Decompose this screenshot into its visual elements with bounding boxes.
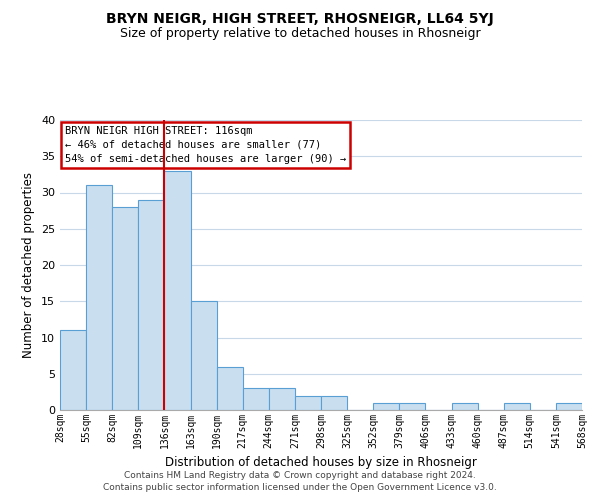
Y-axis label: Number of detached properties: Number of detached properties bbox=[22, 172, 35, 358]
Bar bbox=[243, 388, 269, 410]
Bar bbox=[556, 403, 582, 410]
Bar bbox=[452, 403, 478, 410]
Text: BRYN NEIGR HIGH STREET: 116sqm
← 46% of detached houses are smaller (77)
54% of : BRYN NEIGR HIGH STREET: 116sqm ← 46% of … bbox=[65, 126, 346, 164]
Bar bbox=[60, 330, 86, 410]
Bar bbox=[112, 207, 139, 410]
Bar bbox=[139, 200, 164, 410]
Text: Size of property relative to detached houses in Rhosneigr: Size of property relative to detached ho… bbox=[119, 28, 481, 40]
Bar bbox=[400, 403, 425, 410]
Bar bbox=[217, 366, 243, 410]
Bar bbox=[269, 388, 295, 410]
Bar bbox=[504, 403, 530, 410]
Text: Contains public sector information licensed under the Open Government Licence v3: Contains public sector information licen… bbox=[103, 484, 497, 492]
Bar bbox=[373, 403, 400, 410]
X-axis label: Distribution of detached houses by size in Rhosneigr: Distribution of detached houses by size … bbox=[165, 456, 477, 469]
Text: BRYN NEIGR, HIGH STREET, RHOSNEIGR, LL64 5YJ: BRYN NEIGR, HIGH STREET, RHOSNEIGR, LL64… bbox=[106, 12, 494, 26]
Bar bbox=[86, 185, 112, 410]
Bar bbox=[321, 396, 347, 410]
Bar bbox=[191, 301, 217, 410]
Text: Contains HM Land Registry data © Crown copyright and database right 2024.: Contains HM Land Registry data © Crown c… bbox=[124, 471, 476, 480]
Bar bbox=[164, 171, 191, 410]
Bar bbox=[295, 396, 321, 410]
